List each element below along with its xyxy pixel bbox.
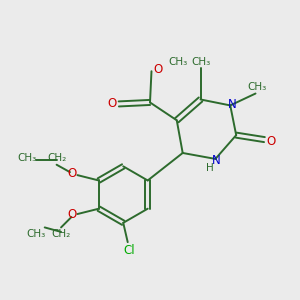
Text: H: H bbox=[206, 164, 214, 173]
Text: CH₃: CH₃ bbox=[168, 57, 187, 67]
Text: O: O bbox=[68, 208, 77, 220]
Text: CH₃: CH₃ bbox=[248, 82, 267, 92]
Text: N: N bbox=[212, 154, 221, 167]
Text: O: O bbox=[266, 135, 276, 148]
Text: O: O bbox=[108, 98, 117, 110]
Text: CH₂: CH₂ bbox=[51, 229, 71, 239]
Text: CH₃: CH₃ bbox=[27, 229, 46, 239]
Text: O: O bbox=[153, 63, 163, 76]
Text: N: N bbox=[228, 98, 237, 111]
Text: O: O bbox=[68, 167, 77, 180]
Text: CH₃: CH₃ bbox=[191, 57, 210, 67]
Text: CH₃: CH₃ bbox=[18, 153, 37, 163]
Text: CH₂: CH₂ bbox=[47, 153, 66, 163]
Text: Cl: Cl bbox=[123, 244, 135, 257]
